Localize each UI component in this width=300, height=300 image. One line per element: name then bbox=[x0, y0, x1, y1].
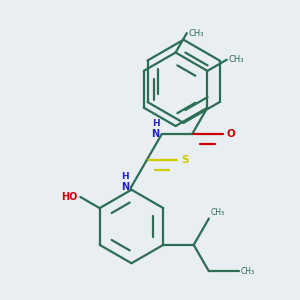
Text: CH₃: CH₃ bbox=[228, 55, 244, 64]
Text: N: N bbox=[121, 182, 129, 191]
Text: CH₃: CH₃ bbox=[188, 28, 204, 38]
Text: H: H bbox=[121, 172, 129, 181]
Text: CH₃: CH₃ bbox=[211, 208, 225, 217]
Text: H: H bbox=[152, 119, 159, 128]
Text: HO: HO bbox=[61, 192, 77, 202]
Text: CH₃: CH₃ bbox=[241, 267, 255, 276]
Text: S: S bbox=[181, 155, 189, 165]
Text: N: N bbox=[151, 129, 159, 139]
Text: O: O bbox=[226, 129, 235, 139]
